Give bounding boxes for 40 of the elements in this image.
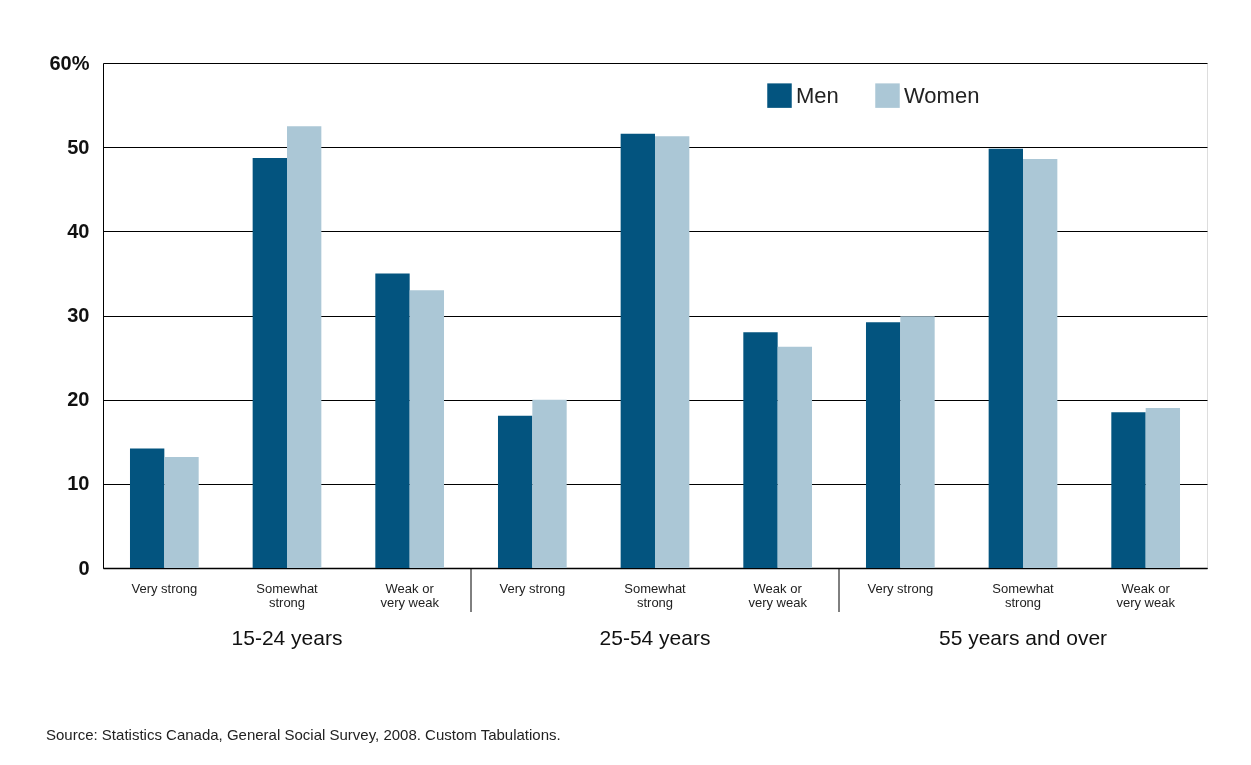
x-tick-label: Somewhat strong bbox=[624, 581, 687, 610]
text: 25-54 years bbox=[599, 626, 711, 649]
x-tick-label: Very strong bbox=[499, 581, 566, 596]
bar bbox=[1023, 158, 1058, 568]
bar bbox=[164, 456, 199, 568]
bar bbox=[497, 415, 533, 568]
x-tick-label: Very strong bbox=[131, 581, 198, 596]
x-tick-label: Weak or very weak bbox=[748, 581, 808, 610]
x-tick-label: Weak or very weak bbox=[380, 581, 440, 610]
bar bbox=[988, 148, 1023, 568]
y-tick-label: 10 bbox=[67, 472, 90, 495]
text: 15-24 years bbox=[231, 626, 343, 649]
bar bbox=[409, 290, 445, 568]
bar bbox=[1145, 408, 1181, 568]
bar bbox=[532, 399, 567, 568]
bar bbox=[865, 322, 901, 568]
y-tick-label: 50 bbox=[67, 135, 90, 158]
bar bbox=[620, 133, 655, 568]
bar bbox=[375, 273, 410, 568]
bar bbox=[777, 346, 813, 568]
y-tick-label: 20 bbox=[67, 388, 90, 411]
bar bbox=[287, 126, 322, 568]
x-tick-label: Somewhat strong bbox=[992, 581, 1055, 610]
text: 55 years and over bbox=[938, 626, 1108, 649]
bar bbox=[743, 332, 778, 568]
y-tick-label: 0 bbox=[78, 556, 90, 579]
y-tick-label: 40 bbox=[67, 219, 90, 242]
bar bbox=[655, 136, 690, 568]
bar bbox=[1111, 412, 1146, 568]
legend-label: Women bbox=[904, 82, 980, 108]
bar bbox=[900, 316, 935, 568]
legend-label: Men bbox=[796, 82, 839, 108]
bar bbox=[252, 158, 287, 568]
y-tick-label: 30 bbox=[67, 304, 90, 326]
source-note: Source: Statistics Canada, General Social Survey, 2008. Custom Tabulations. bbox=[46, 726, 561, 743]
y-tick-label: 60% bbox=[49, 51, 90, 74]
x-tick-label: Weak or very weak bbox=[1116, 581, 1176, 610]
x-tick-label: Somewhat strong bbox=[256, 581, 319, 610]
x-tick-label: Very strong bbox=[867, 581, 934, 596]
bar bbox=[129, 448, 165, 568]
